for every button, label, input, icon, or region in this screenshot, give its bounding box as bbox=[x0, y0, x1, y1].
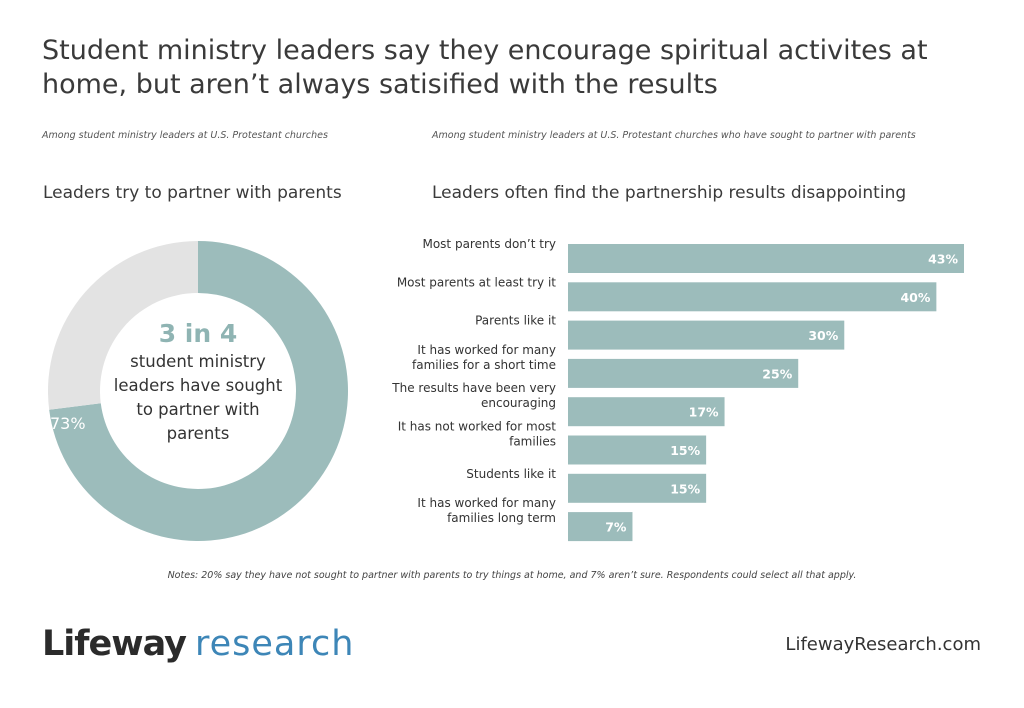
bar-category-label-7: It has worked for many families long term bbox=[417, 496, 556, 525]
bar-value-label-4: 17% bbox=[689, 405, 719, 420]
bar-2 bbox=[568, 320, 845, 350]
donut-center-label: student ministry leaders have sought to … bbox=[113, 352, 283, 443]
bar-3 bbox=[568, 358, 799, 388]
lifeway-research-logo: Lifeway research bbox=[42, 621, 354, 667]
bar-5 bbox=[568, 435, 707, 465]
bar-value-label-3: 25% bbox=[762, 366, 792, 381]
bar-category-label-1: Most parents at least try it bbox=[397, 275, 556, 289]
bar-category-label-2: Parents like it bbox=[475, 314, 556, 328]
right-panel-title: Leaders often find the partnership resul… bbox=[432, 183, 907, 203]
bar-0 bbox=[568, 244, 964, 273]
donut-slice-0 bbox=[49, 241, 348, 541]
bar-category-label-4: The results have been very encouraging bbox=[391, 381, 556, 410]
bar-value-label-2: 30% bbox=[808, 328, 838, 343]
bar-4 bbox=[568, 397, 725, 427]
left-panel-subtitle: Among student ministry leaders at U.S. P… bbox=[42, 130, 328, 141]
left-panel-title: Leaders try to partner with parents bbox=[43, 183, 342, 203]
bar-value-label-1: 40% bbox=[900, 290, 930, 305]
website-link[interactable]: LifewayResearch.com bbox=[785, 634, 981, 655]
donut-chart: 73% bbox=[47, 241, 348, 541]
bar-value-label-5: 15% bbox=[670, 443, 700, 458]
chart-title: Student ministry leaders say they encour… bbox=[42, 35, 928, 100]
bar-1 bbox=[568, 282, 937, 312]
bar-value-label-0: 43% bbox=[928, 252, 958, 267]
bar-chart: 43% Most parents don’t try 40% Most parents… bbox=[391, 237, 964, 542]
bar-6 bbox=[568, 473, 707, 503]
donut-center-text: 3 in 4 student ministry leaders have sou… bbox=[110, 320, 286, 446]
donut-headline: 3 in 4 bbox=[158, 319, 238, 348]
bar-category-label-3: It has worked for many families for a sho… bbox=[412, 343, 556, 372]
logo-part-lifeway: Lifeway bbox=[42, 624, 187, 664]
chart-notes: Notes: 20% say they have not sought to p… bbox=[167, 570, 857, 581]
donut-value-label-0: 73% bbox=[50, 414, 86, 433]
bar-7 bbox=[568, 512, 633, 542]
bar-value-label-6: 15% bbox=[670, 481, 700, 496]
donut-slice-1 bbox=[47, 241, 198, 410]
bar-category-label-5: It has not worked for most families bbox=[398, 420, 557, 449]
right-panel-subtitle: Among student ministry leaders at U.S. P… bbox=[432, 130, 916, 141]
bar-value-label-7: 7% bbox=[605, 520, 627, 535]
bar-category-label-0: Most parents don’t try bbox=[422, 237, 556, 251]
bar-category-label-6: Students like it bbox=[466, 467, 556, 481]
logo-part-research: research bbox=[194, 624, 355, 664]
